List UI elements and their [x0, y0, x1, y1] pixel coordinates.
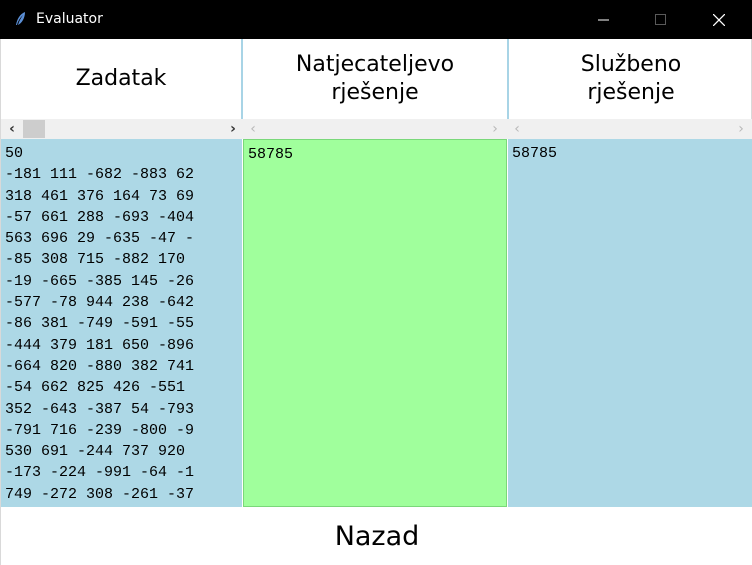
task-line: -54 662 825 426 -551: [5, 379, 195, 397]
scroll-left-icon[interactable]: ‹: [9, 121, 15, 137]
task-line: -173 -224 -991 -64 -1: [5, 464, 195, 482]
minimize-button[interactable]: [581, 0, 627, 39]
contestant-output-line: 58785: [248, 146, 294, 163]
task-line: -444 379 181 650 -896: [5, 336, 195, 354]
contestant-hscrollbar[interactable]: ‹ ›: [243, 119, 507, 139]
contestant-output-textarea[interactable]: 58785: [243, 139, 507, 507]
title-bar: Evaluator: [0, 0, 752, 39]
task-line: -791 716 -239 -800 -9: [5, 421, 195, 439]
task-hscrollbar[interactable]: ‹ ›: [1, 119, 243, 139]
scroll-right-icon[interactable]: ›: [738, 121, 744, 137]
feather-icon: [16, 12, 25, 25]
window-title: Evaluator: [36, 11, 103, 27]
task-line: -57 661 288 -693 -404: [5, 208, 195, 226]
scroll-thumb[interactable]: [23, 120, 45, 138]
task-line: 749 -272 308 -261 -37: [5, 485, 195, 503]
close-icon: [713, 14, 725, 26]
scroll-right-icon[interactable]: ›: [230, 121, 236, 137]
task-header-label: Zadatak: [75, 66, 167, 91]
minimize-icon: [598, 19, 609, 21]
official-output-textarea[interactable]: 58785: [508, 139, 752, 507]
task-line: 530 691 -244 737 920: [5, 443, 195, 461]
back-button-label: Nazad: [334, 520, 420, 552]
contestant-header-label: Natjecateljevo rješenje: [295, 52, 455, 105]
task-line: -86 381 -749 -591 -55: [5, 315, 195, 333]
official-hscrollbar[interactable]: ‹ ›: [507, 119, 752, 139]
back-button[interactable]: Nazad: [1, 507, 752, 565]
task-line: -19 -665 -385 145 -26: [5, 272, 195, 290]
official-header: Službeno rješenje: [509, 39, 752, 119]
contestant-header: Natjecateljevo rješenje: [243, 39, 507, 119]
task-line: 352 -643 -387 54 -793: [5, 400, 195, 418]
task-line: -664 820 -880 382 741: [5, 357, 195, 375]
task-header: Zadatak: [1, 39, 241, 119]
task-line: 318 461 376 164 73 69: [5, 187, 195, 205]
task-line: 50: [5, 145, 24, 162]
scroll-right-icon[interactable]: ›: [492, 121, 498, 137]
task-line: -85 308 715 -882 170: [5, 251, 195, 269]
task-line: -181 111 -682 -883 62: [5, 166, 195, 184]
task-line: 563 696 29 -635 -47 -: [5, 230, 195, 248]
close-button[interactable]: [696, 0, 742, 39]
task-textarea[interactable]: 50 -181 111 -682 -883 62 318 461 376 164 7…: [1, 139, 242, 507]
evaluator-window: Zadatak Natjecateljevo rješenje Službeno…: [0, 39, 752, 565]
official-header-label: Službeno rješenje: [580, 52, 682, 105]
maximize-button[interactable]: [638, 0, 684, 39]
official-output-line: 58785: [512, 145, 558, 162]
task-line: -577 -78 944 238 -642: [5, 294, 195, 312]
scroll-left-icon[interactable]: ‹: [514, 121, 520, 137]
column-divider: [507, 39, 509, 119]
maximize-icon: [655, 14, 666, 25]
column-divider: [241, 39, 243, 119]
scroll-left-icon[interactable]: ‹: [250, 121, 256, 137]
